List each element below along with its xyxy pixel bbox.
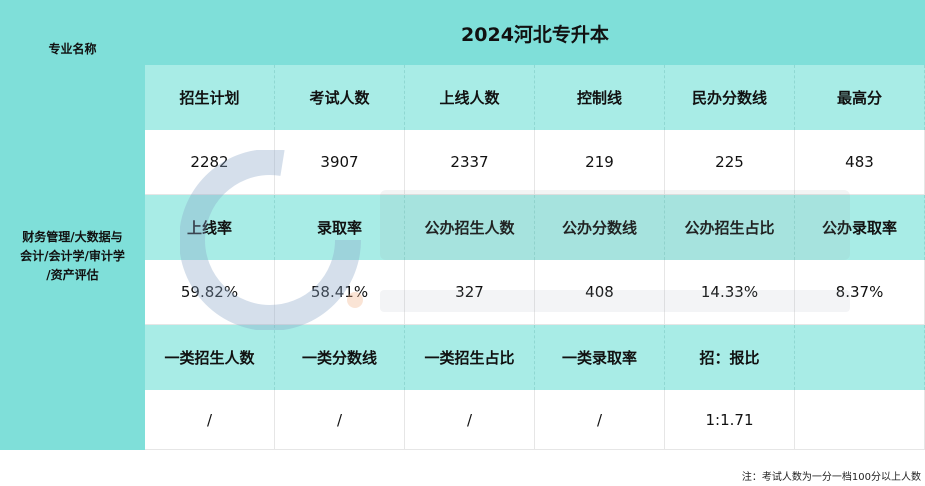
data-cell: 3907	[275, 130, 405, 195]
header-row: 招生计划 考试人数 上线人数 控制线 民办分数线 最高分	[145, 65, 925, 130]
header-cell: 公办录取率	[795, 195, 925, 260]
header-cell: 招：报比	[665, 325, 795, 390]
header-cell: 一类录取率	[535, 325, 665, 390]
major-name: 财务管理/大数据与 会计/会计学/审计学 /资产评估	[0, 228, 145, 285]
data-cell: 327	[405, 260, 535, 325]
data-cell: 2337	[405, 130, 535, 195]
data-row: / / //1:1.71	[145, 390, 925, 450]
table-title: 2024河北专升本	[461, 24, 609, 46]
data-cell: 1:1.71	[665, 390, 795, 450]
data-cell: 8.37%	[795, 260, 925, 325]
data-cell: 58.41%	[275, 260, 405, 325]
data-cell: /	[275, 390, 405, 450]
data-row: 59.82% 58.41% 327 408 14.33% 8.37%	[145, 260, 925, 325]
data-cell: /	[535, 390, 665, 450]
header-cell: 控制线	[535, 65, 665, 130]
major-line: /资产评估	[46, 268, 99, 282]
header-cell: 录取率	[275, 195, 405, 260]
header-cell: 最高分	[795, 65, 925, 130]
data-cell: 219	[535, 130, 665, 195]
major-column	[0, 0, 145, 450]
major-name-header: 专业名称	[48, 42, 97, 56]
header-cell: 一类分数线	[275, 325, 405, 390]
data-cell: /	[145, 390, 275, 450]
data-cell: /	[405, 390, 535, 450]
header-cell: 公办招生人数	[405, 195, 535, 260]
data-cell: 59.82%	[145, 260, 275, 325]
header-cell: 民办分数线	[665, 65, 795, 130]
data-cell: 483	[795, 130, 925, 195]
stats-table: 招生计划 考试人数 上线人数 控制线 民办分数线 最高分 2282 3907 2337 219 22…	[145, 65, 925, 450]
header-cell: 公办分数线	[535, 195, 665, 260]
header-cell: 一类招生占比	[405, 325, 535, 390]
header-cell: 上线人数	[405, 65, 535, 130]
header-cell: 考试人数	[275, 65, 405, 130]
header-cell	[795, 325, 925, 390]
header-cell: 招生计划	[145, 65, 275, 130]
major-line: 财务管理/大数据与	[22, 230, 123, 244]
data-row: 2282 3907 2337 219 225 483	[145, 130, 925, 195]
data-cell: 14.33%	[665, 260, 795, 325]
data-cell: 225	[665, 130, 795, 195]
header-cell: 公办招生占比	[665, 195, 795, 260]
title-bar	[145, 0, 925, 65]
footnote: 注：考试人数为一分一档100分以上人数	[741, 472, 921, 483]
data-cell: 2282	[145, 130, 275, 195]
major-line: 会计/会计学/审计学	[20, 249, 125, 263]
header-row: 一类招生人数 一类分数线 一类招生占比 一类录取率 招：报比	[145, 325, 925, 390]
header-cell: 一类招生人数	[145, 325, 275, 390]
data-cell	[795, 390, 925, 450]
header-row: 上线率 录取率 公办招生人数 公办分数线 公办招生占比 公办录取率	[145, 195, 925, 260]
header-cell: 上线率	[145, 195, 275, 260]
data-cell: 408	[535, 260, 665, 325]
